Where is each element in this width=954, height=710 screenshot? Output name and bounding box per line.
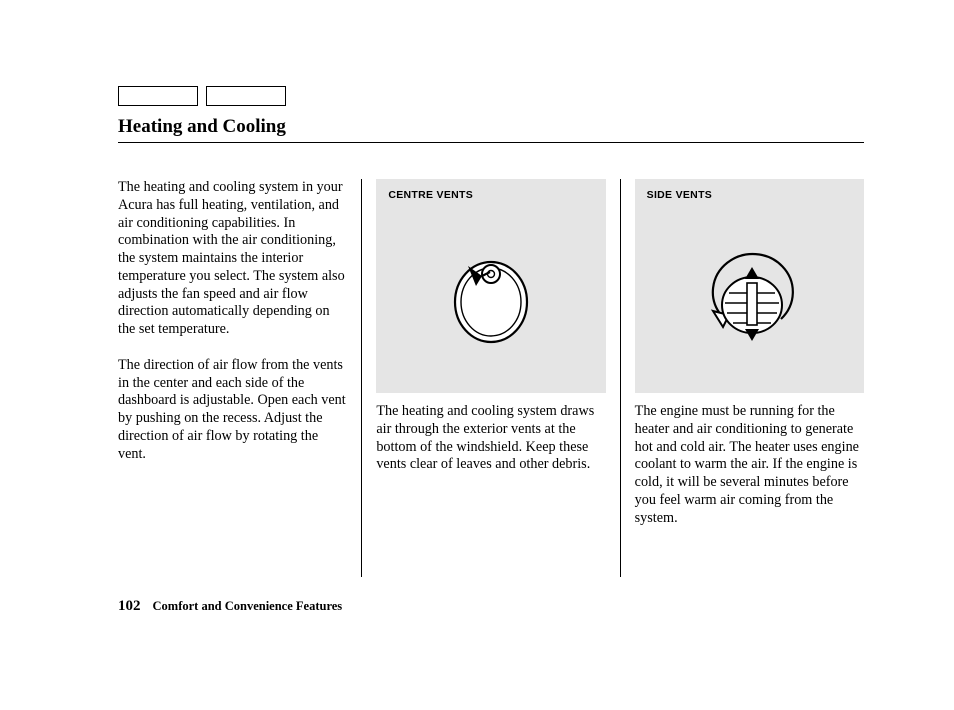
placeholder-box xyxy=(118,86,198,106)
page-footer: 102 Comfort and Convenience Features xyxy=(118,597,342,615)
column-1: The heating and cooling system in your A… xyxy=(118,179,361,577)
body-paragraph: The engine must be running for the heate… xyxy=(635,403,864,527)
figure-side-vents: SIDE VENTS xyxy=(635,179,864,393)
figure-label: CENTRE VENTS xyxy=(388,189,473,201)
manual-page: Heating and Cooling The heating and cool… xyxy=(0,0,954,710)
title-rule xyxy=(118,142,864,143)
page-title: Heating and Cooling xyxy=(118,116,864,138)
figure-label: SIDE VENTS xyxy=(647,189,712,201)
figure-centre-vents: CENTRE VENTS xyxy=(376,179,605,393)
body-paragraph: The heating and cooling system in your A… xyxy=(118,179,347,339)
centre-vent-icon xyxy=(436,242,546,352)
top-placeholder-boxes xyxy=(118,86,864,106)
content-columns: The heating and cooling system in your A… xyxy=(118,179,864,577)
placeholder-box xyxy=(206,86,286,106)
column-3: SIDE VENTS The engine must be running fo… xyxy=(621,179,864,577)
body-paragraph: The direction of air flow from the vents… xyxy=(118,357,347,464)
column-2: CENTRE VENTS The heating and cooling sys… xyxy=(362,179,619,577)
side-vent-icon xyxy=(689,237,809,357)
section-name: Comfort and Convenience Features xyxy=(153,599,343,613)
body-paragraph: The heating and cooling system draws air… xyxy=(376,403,605,474)
page-number: 102 xyxy=(118,598,141,614)
